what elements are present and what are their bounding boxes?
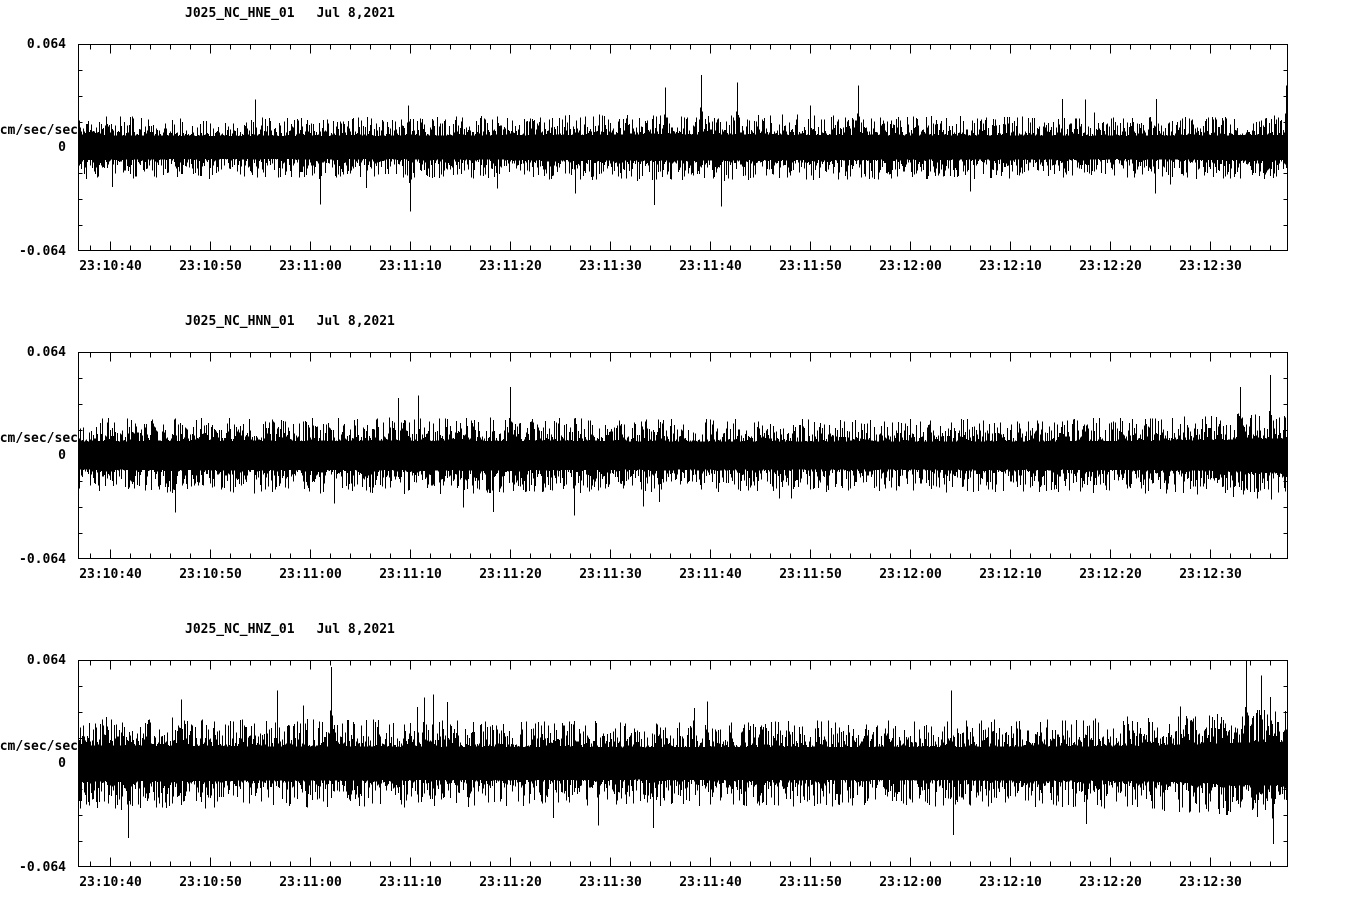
- trace-title: J025_NC_HNN_01 Jul 8,2021: [185, 314, 395, 329]
- x-axis-labels: 23:10:40 23:10:50 23:11:00 23:11:10 23:11:20…: [0, 308, 1358, 616]
- trace-title: J025_NC_HNZ_01 Jul 8,2021: [185, 622, 395, 637]
- x-tick-label: 23:12:20: [1079, 875, 1142, 890]
- seismogram-panel-hne: J025_NC_HNE_01 Jul 8,2021 0.064 cm/sec/se…: [0, 0, 1358, 308]
- trace-channel-label: J025_NC_HNN_01: [185, 314, 295, 329]
- x-tick-label: 23:11:30: [579, 875, 642, 890]
- x-tick-label: 23:11:30: [579, 567, 642, 582]
- y-axis-units-label: cm/sec/sec: [0, 431, 78, 446]
- x-tick-label: 23:12:20: [1079, 259, 1142, 274]
- y-axis-min-label: -0.064: [19, 552, 66, 567]
- x-tick-label: 23:12:10: [979, 875, 1042, 890]
- x-tick-label: 23:10:40: [79, 567, 142, 582]
- trace-date-label: Jul 8,2021: [316, 622, 395, 637]
- x-tick-label: 23:10:50: [179, 875, 242, 890]
- x-tick-label: 23:11:20: [479, 259, 542, 274]
- x-tick-label: 23:11:20: [479, 875, 542, 890]
- x-axis-labels: 23:10:40 23:10:50 23:11:00 23:11:10 23:11:20…: [0, 616, 1358, 924]
- x-tick-label: 23:12:20: [1079, 567, 1142, 582]
- y-axis-max-label: 0.064: [26, 345, 66, 360]
- y-axis-units-label: cm/sec/sec: [0, 123, 78, 138]
- trace-channel-label: J025_NC_HNZ_01: [185, 622, 295, 637]
- x-tick-label: 23:11:50: [779, 259, 842, 274]
- x-axis-labels: 23:10:40 23:10:50 23:11:00 23:11:10 23:11:20…: [0, 0, 1358, 308]
- x-tick-label: 23:11:10: [379, 259, 442, 274]
- y-axis-zero-label: 0: [58, 140, 66, 155]
- x-tick-label: 23:11:50: [779, 875, 842, 890]
- y-axis-zero-label: 0: [58, 756, 66, 771]
- y-axis-min-label: -0.064: [19, 860, 66, 875]
- x-tick-label: 23:11:10: [379, 567, 442, 582]
- y-axis-max-label: 0.064: [26, 37, 66, 52]
- trace-channel-label: J025_NC_HNE_01: [185, 6, 295, 21]
- x-tick-label: 23:11:40: [679, 875, 742, 890]
- x-tick-label: 23:11:40: [679, 567, 742, 582]
- seismogram-plot-hnn: [78, 352, 1288, 559]
- y-axis-max-label: 0.064: [26, 653, 66, 668]
- x-tick-label: 23:12:30: [1179, 259, 1242, 274]
- x-tick-label: 23:12:30: [1179, 567, 1242, 582]
- seismogram-plot-hnz: [78, 660, 1288, 867]
- x-tick-label: 23:10:50: [179, 567, 242, 582]
- seismogram-plot-hne: [78, 44, 1288, 251]
- x-tick-label: 23:11:20: [479, 567, 542, 582]
- x-tick-label: 23:12:30: [1179, 875, 1242, 890]
- y-axis-zero-label: 0: [58, 448, 66, 463]
- y-axis-min-label: -0.064: [19, 244, 66, 259]
- seismogram-panel-hnn: J025_NC_HNN_01 Jul 8,2021 0.064 cm/sec/se…: [0, 308, 1358, 616]
- x-tick-label: 23:10:50: [179, 259, 242, 274]
- seismogram-panel-hnz: J025_NC_HNZ_01 Jul 8,2021 0.064 cm/sec/se…: [0, 616, 1358, 924]
- y-axis-units-label: cm/sec/sec: [0, 739, 78, 754]
- x-tick-label: 23:10:40: [79, 259, 142, 274]
- trace-date-label: Jul 8,2021: [316, 6, 395, 21]
- x-tick-label: 23:12:10: [979, 259, 1042, 274]
- x-tick-label: 23:12:00: [879, 259, 942, 274]
- x-tick-label: 23:11:30: [579, 259, 642, 274]
- trace-title: J025_NC_HNE_01 Jul 8,2021: [185, 6, 395, 21]
- x-tick-label: 23:11:10: [379, 875, 442, 890]
- x-tick-label: 23:10:40: [79, 875, 142, 890]
- x-tick-label: 23:11:00: [279, 259, 342, 274]
- x-tick-label: 23:12:00: [879, 875, 942, 890]
- x-tick-label: 23:11:50: [779, 567, 842, 582]
- x-tick-label: 23:11:00: [279, 875, 342, 890]
- trace-date-label: Jul 8,2021: [316, 314, 395, 329]
- x-tick-label: 23:11:40: [679, 259, 742, 274]
- x-tick-label: 23:12:10: [979, 567, 1042, 582]
- x-tick-label: 23:11:00: [279, 567, 342, 582]
- x-tick-label: 23:12:00: [879, 567, 942, 582]
